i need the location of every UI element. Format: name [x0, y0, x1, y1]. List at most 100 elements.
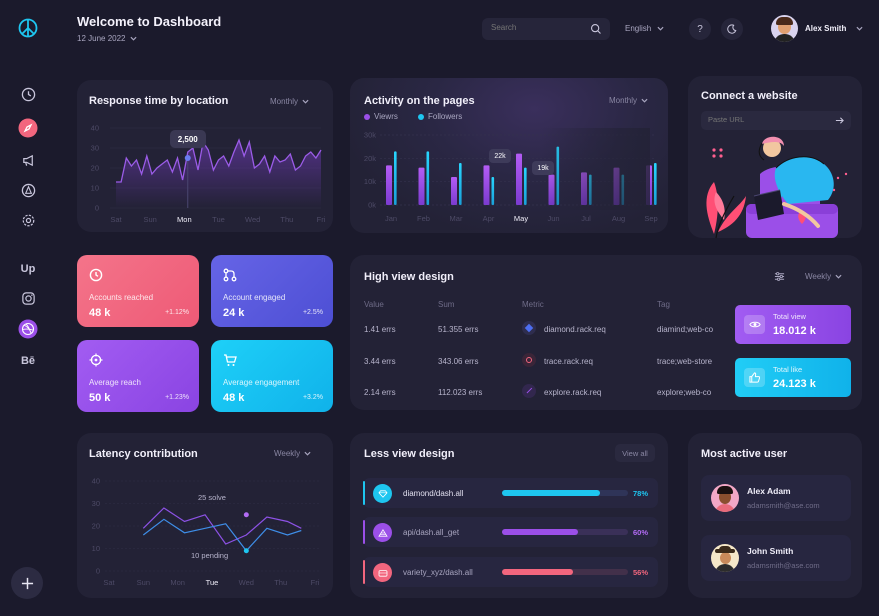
date-label: 12 June 2022 — [77, 34, 126, 43]
period-dropdown[interactable]: Weekly — [274, 449, 311, 458]
x-tick-label: Fri — [317, 215, 326, 224]
period-label: Monthly — [270, 97, 299, 106]
user-menu[interactable]: Alex Smith — [771, 15, 863, 42]
add-button[interactable] — [11, 567, 43, 599]
x-tick-label: Sat — [110, 215, 122, 224]
stat-card-accounts-reached[interactable]: Accounts reached 48 k +1.12% — [77, 255, 199, 327]
total-view-label: Total view — [773, 312, 806, 321]
search-box[interactable] — [482, 18, 610, 40]
stat-card-average-reach[interactable]: Average reach 50 k +1.23% — [77, 340, 199, 412]
tooltip-apr: 22k — [489, 149, 511, 163]
less-view-panel: Less view design View all diamond/dash.a… — [350, 433, 668, 598]
language-selector[interactable]: English — [625, 24, 664, 33]
chevron-down-icon — [129, 36, 137, 41]
x-tick-label: Mon — [170, 578, 185, 587]
dribbble-icon[interactable] — [17, 318, 39, 340]
stat-change: +1.23% — [165, 394, 189, 401]
progress-track — [502, 529, 628, 535]
x-tick-label: Wed — [245, 215, 260, 224]
total-view-card[interactable]: Total view 18.012 k — [735, 305, 851, 344]
progress-percent: 56% — [633, 568, 649, 577]
settings-icon[interactable] — [17, 209, 39, 231]
help-button[interactable]: ? — [689, 18, 711, 40]
behance-icon[interactable]: Bē — [20, 355, 36, 367]
upwork-icon[interactable]: Up — [20, 263, 36, 275]
bar-views — [386, 165, 392, 205]
laptop — [754, 190, 784, 220]
cart-icon — [224, 354, 237, 366]
x-tick-label: Feb — [417, 214, 430, 223]
total-like-card[interactable]: Total like 24.123 k — [735, 358, 851, 397]
compass-icon[interactable] — [17, 117, 39, 139]
list-item[interactable]: variety_xyz/dash.all 56% — [363, 557, 658, 587]
response-line — [116, 138, 322, 183]
bar-followers — [524, 167, 527, 205]
column-header-metric: Metric — [522, 300, 544, 309]
person-body — [774, 156, 834, 204]
pie-icon[interactable] — [17, 179, 39, 201]
cell-tag: trace;web-store — [657, 357, 713, 366]
chevron-down-icon — [657, 26, 664, 31]
help-icon: ? — [697, 23, 703, 35]
pyramid-icon — [373, 523, 392, 542]
x-tick-label: Apr — [483, 214, 495, 223]
progress-percent: 60% — [633, 528, 649, 537]
search-icon[interactable] — [590, 23, 602, 35]
tooltip-may-value: 19k — [537, 164, 549, 172]
series-line-blue — [142, 518, 302, 552]
period-dropdown[interactable]: Weekly — [805, 272, 842, 281]
avatar — [771, 15, 798, 42]
y-tick-label: 20 — [91, 164, 99, 173]
bar-followers — [394, 151, 397, 205]
period-dropdown[interactable]: Monthly — [270, 97, 309, 106]
x-tick-label: Tue — [212, 215, 225, 224]
stat-value: 48 k — [223, 392, 245, 404]
connect-website-panel: Connect a website — [688, 76, 862, 239]
user-email: adamsmith@ase.com — [747, 561, 820, 570]
search-input[interactable] — [491, 23, 586, 32]
stat-card-account-engaged[interactable]: Account engaged 24 k +2.5% — [211, 255, 333, 327]
item-name: variety_xyz/dash.all — [403, 568, 473, 577]
url-box[interactable] — [701, 111, 851, 130]
x-tick-label: Sun — [143, 215, 156, 224]
x-tick-label: Jan — [385, 214, 397, 223]
list-item[interactable]: diamond/dash.all 78% — [363, 478, 658, 508]
response-area-chart: 40 30 20 10 0 Sat Sun Mon Tue Wed Thu Fri — [91, 124, 326, 225]
megaphone-icon[interactable] — [17, 149, 39, 171]
high-view-panel: High view design Weekly Value Sum Metric… — [350, 255, 862, 410]
arrow-right-icon[interactable] — [835, 116, 844, 125]
period-dropdown[interactable]: Monthly — [609, 96, 648, 105]
bar-views — [516, 153, 522, 205]
pending-point — [243, 548, 249, 554]
leaf — [718, 196, 746, 232]
panel-title: Less view design — [364, 448, 455, 460]
period-label: Weekly — [274, 449, 301, 458]
solve-label: 25 solve — [198, 493, 226, 502]
filter-icon[interactable] — [774, 271, 785, 282]
instagram-icon[interactable] — [17, 287, 39, 309]
leaf — [714, 192, 725, 220]
cell-sum: 112.023 errs — [438, 388, 483, 397]
date-selector[interactable]: 12 June 2022 — [77, 34, 137, 43]
stem — [715, 195, 735, 239]
panel-title: Most active user — [701, 448, 788, 460]
peace-logo-icon[interactable] — [17, 17, 39, 39]
column-header-value: Value — [364, 300, 384, 309]
x-tick-label: Sat — [103, 578, 115, 587]
bar-followers — [654, 163, 657, 205]
theme-toggle-button[interactable] — [721, 18, 743, 40]
clock-icon[interactable] — [17, 83, 39, 105]
stat-change: +1.12% — [165, 309, 189, 316]
list-item[interactable]: api/dash.all_get 60% — [363, 517, 658, 547]
y-tick-label: 10 — [91, 184, 99, 193]
item-name: diamond/dash.all — [403, 489, 464, 498]
view-all-button[interactable]: View all — [615, 444, 655, 462]
user-card[interactable]: Alex Adam adamsmith@ase.com — [701, 475, 851, 521]
stat-card-average-engagement[interactable]: Average engagement 48 k +3.2% — [211, 340, 333, 412]
url-input[interactable] — [708, 115, 823, 124]
user-card[interactable]: John Smith adamsmith@ase.com — [701, 535, 851, 581]
user-name: John Smith — [747, 546, 794, 556]
legend-label-followers: Followers — [428, 112, 463, 121]
stat-value: 24 k — [223, 307, 245, 319]
accent-bar — [363, 481, 365, 505]
